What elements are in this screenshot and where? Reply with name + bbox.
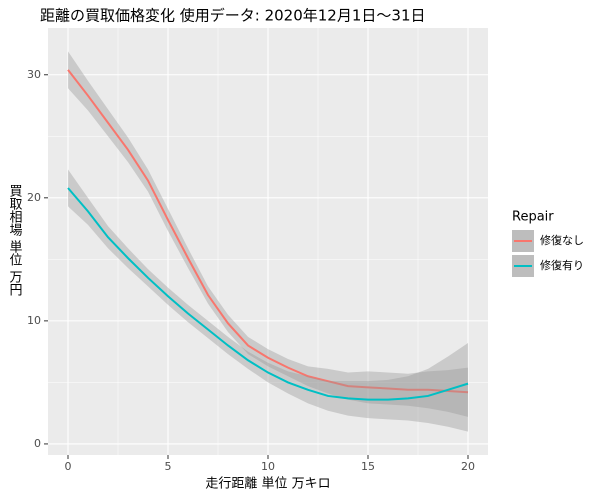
legend-label: 修復なし — [540, 233, 584, 247]
y-tick-label: 20 — [27, 191, 41, 204]
chart-title: 距離の買取価格変化 使用データ: 2020年12月1日～31日 — [40, 7, 425, 25]
x-tick-label: 5 — [165, 460, 172, 473]
line — [67, 187, 469, 401]
legend-title: Repair — [512, 210, 554, 225]
confidence-band — [68, 51, 468, 417]
y-tick-label: 10 — [27, 314, 41, 327]
legend-label: 修復有り — [540, 258, 584, 272]
y-tick-label: 30 — [27, 68, 41, 81]
x-tick-label: 10 — [261, 460, 275, 473]
x-axis-label: 走行距離 単位 万キロ — [205, 476, 330, 492]
y-axis-label: 買取相場 単位 万円 — [7, 184, 23, 297]
y-tick-label: 0 — [34, 437, 41, 450]
x-tick-label: 0 — [65, 460, 72, 473]
line — [67, 69, 469, 394]
x-tick-label: 20 — [461, 460, 475, 473]
x-tick-label: 15 — [361, 460, 375, 473]
confidence-band — [68, 169, 468, 432]
